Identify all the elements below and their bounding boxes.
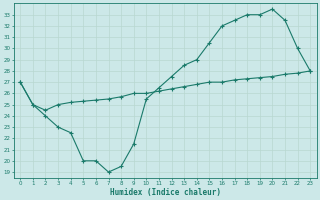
X-axis label: Humidex (Indice chaleur): Humidex (Indice chaleur): [110, 188, 221, 197]
